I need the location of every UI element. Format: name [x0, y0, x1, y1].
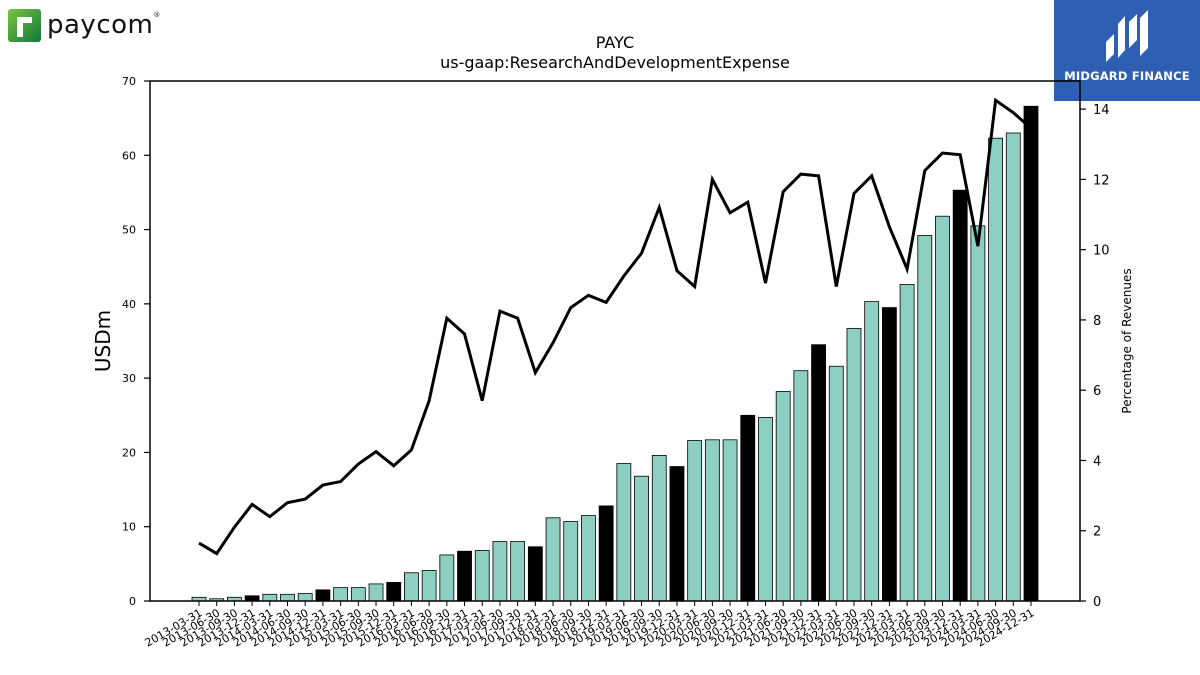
bar — [527, 546, 543, 602]
bar — [704, 439, 720, 602]
bar — [917, 235, 933, 602]
y-tick-label: 50 — [122, 224, 136, 237]
bar — [439, 554, 455, 602]
paycom-logo: paycom® — [8, 8, 161, 42]
bar — [280, 593, 295, 602]
y2-tick-label: 6 — [1093, 384, 1101, 399]
midgard-finance-name: MIDGARD FINANCE — [1064, 69, 1190, 83]
bar — [881, 307, 897, 602]
y-axis-left: 0 10 20 30 40 50 60 70 — [122, 75, 150, 608]
bar — [563, 521, 579, 602]
y2-tick-label: 14 — [1093, 103, 1110, 118]
bar — [474, 550, 490, 602]
chart-title: PAYC — [596, 33, 634, 52]
series-line — [198, 97, 1032, 556]
bar — [510, 541, 526, 602]
paycom-logo-mark — [8, 8, 41, 42]
bar — [758, 417, 773, 602]
bar — [262, 593, 278, 602]
bar — [368, 583, 384, 602]
bar — [793, 370, 809, 602]
y2-tick-label: 12 — [1093, 173, 1110, 188]
bar — [634, 475, 649, 602]
bar — [1005, 132, 1021, 602]
bars-group — [191, 105, 1039, 602]
x-axis: 2013-03-312013-06-302013-09-302013-12-31… — [143, 601, 1037, 650]
bar — [687, 440, 703, 602]
line-group — [198, 97, 1032, 556]
y-tick-label: 20 — [122, 446, 136, 459]
y-axis-right: 0 2 4 6 8 10 12 14 — [1080, 103, 1110, 610]
y-tick-label: 10 — [122, 521, 136, 534]
paycom-logo-text: paycom® — [47, 10, 161, 40]
bar — [386, 582, 402, 602]
bar — [421, 570, 437, 602]
paycom-logo-word: paycom — [47, 10, 154, 40]
y-tick-label: 60 — [122, 149, 136, 162]
bar — [846, 327, 862, 602]
midgard-finance-logo: MIDGARD FINANCE — [1054, 0, 1200, 101]
bar — [828, 365, 844, 602]
bar — [333, 587, 349, 602]
midgard-logo-icon — [1106, 10, 1148, 62]
y2-tick-label: 4 — [1093, 454, 1101, 469]
y-tick-label: 30 — [122, 372, 136, 385]
bar — [1023, 105, 1039, 602]
bar — [775, 391, 791, 602]
registered-mark: ® — [153, 11, 161, 19]
bar — [492, 541, 508, 602]
plot-frame — [149, 80, 1081, 602]
y-tick-label: 0 — [129, 595, 136, 608]
bar — [244, 595, 260, 602]
y2-axis-label: Percentage of Revenues — [1120, 268, 1134, 413]
y2-tick-label: 0 — [1093, 595, 1101, 610]
bar — [297, 593, 313, 602]
bar — [545, 517, 561, 602]
bar — [457, 550, 472, 602]
bar — [598, 505, 614, 602]
bar — [581, 515, 596, 602]
bar — [811, 344, 826, 602]
bar — [315, 589, 331, 602]
bar — [740, 414, 756, 602]
bar — [952, 189, 968, 602]
bar — [651, 454, 667, 602]
y2-tick-label: 2 — [1093, 525, 1101, 540]
bar — [669, 466, 685, 602]
bar — [350, 587, 366, 602]
bar — [616, 463, 632, 602]
y-tick-label: 40 — [122, 298, 136, 311]
bar — [988, 137, 1003, 602]
bar — [970, 225, 986, 602]
y-axis-label: USDm — [91, 310, 115, 372]
bar — [864, 301, 880, 602]
bar — [935, 215, 950, 602]
y2-tick-label: 10 — [1093, 244, 1110, 259]
bar — [722, 439, 738, 602]
y-tick-label: 70 — [122, 75, 136, 88]
chart-subtitle: us-gaap:ResearchAndDevelopmentExpense — [440, 53, 790, 72]
y2-tick-label: 8 — [1093, 314, 1101, 329]
bar — [899, 284, 915, 602]
bar — [404, 572, 419, 602]
